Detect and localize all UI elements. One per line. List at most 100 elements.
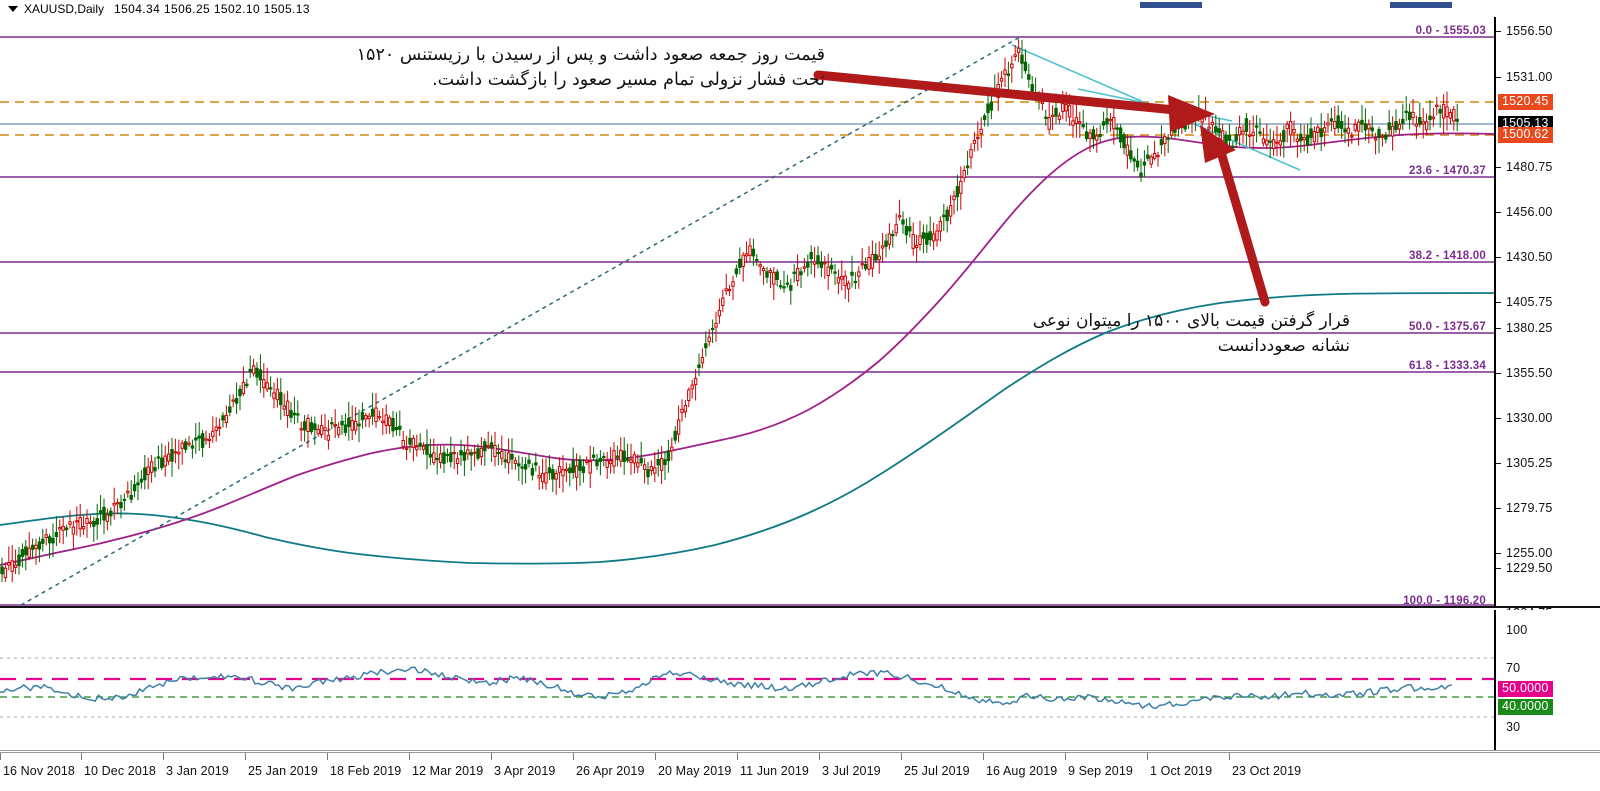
arrow-support xyxy=(1213,137,1270,307)
candle-bullish xyxy=(330,422,334,425)
candle-bearish xyxy=(608,460,613,465)
candle-bullish xyxy=(663,459,667,466)
price-axis-label-10: 1279.75 xyxy=(1506,501,1553,515)
candle-bearish xyxy=(1278,140,1283,146)
candle-bullish xyxy=(1360,119,1364,125)
arrow-support-head xyxy=(1200,125,1236,163)
candle-bullish xyxy=(391,418,395,432)
candle-bearish xyxy=(282,405,286,410)
time-axis-label-14: 1 Oct 2019 xyxy=(1150,764,1213,778)
candle-bearish xyxy=(1452,109,1456,122)
candle-bearish xyxy=(149,461,154,473)
caret-down-icon[interactable] xyxy=(8,5,18,12)
candle-bearish xyxy=(544,472,548,484)
candle-bearish xyxy=(931,233,936,242)
candle-bearish xyxy=(384,414,388,426)
fib-label-382: 38.2 - 1418.00 xyxy=(1409,250,1486,262)
candle-bearish xyxy=(1010,63,1014,69)
candle-bearish xyxy=(377,416,382,419)
candle-bullish xyxy=(1254,125,1259,128)
candle-bearish xyxy=(574,465,579,478)
time-axis-label-2: 3 Jan 2019 xyxy=(166,764,229,778)
price-axis-tick xyxy=(1496,328,1501,329)
symbol-bar[interactable]: XAUUSD,Daily 1504.34 1506.25 1502.10 150… xyxy=(0,0,1600,17)
candle-bullish xyxy=(47,536,52,544)
time-axis[interactable]: 16 Nov 2018 10 Dec 2018 3 Jan 2019 25 Jan 2… xyxy=(0,752,1600,791)
rsi-badge-1[interactable]: 40.0000 xyxy=(1498,699,1553,715)
price-badge-2[interactable]: 1500.62 xyxy=(1498,127,1553,143)
candle-bearish xyxy=(659,458,664,471)
candle-bullish xyxy=(503,459,507,463)
candle-bullish xyxy=(527,459,531,464)
rsi-badge-0[interactable]: 50.0000 xyxy=(1498,681,1553,697)
candle-bearish xyxy=(1441,104,1446,119)
candle-bullish xyxy=(785,282,790,285)
candle-bullish xyxy=(292,412,297,416)
candle-bullish xyxy=(510,454,514,460)
candle-bearish xyxy=(1061,103,1065,112)
candle-bullish xyxy=(445,453,450,457)
candle-bullish xyxy=(139,478,144,483)
fib-label-0: 0.0 - 1555.03 xyxy=(1415,25,1486,37)
rsi-indicator-pane[interactable]: RSI(14) 54.6719 xyxy=(0,610,1494,750)
candle-bullish xyxy=(517,463,521,467)
candle-bearish xyxy=(1431,116,1436,120)
rsi-line xyxy=(0,666,1452,710)
fib-label-618: 61.8 - 1333.34 xyxy=(1409,360,1486,372)
candle-bearish xyxy=(421,445,426,450)
candle-bearish xyxy=(3,567,8,579)
price-axis[interactable]: 1556.50 1531.00 1480.75 1456.00 1430.50 1405.… xyxy=(1494,17,1600,620)
candle-bullish xyxy=(666,450,671,462)
candle-bullish xyxy=(622,450,626,463)
candle-bearish xyxy=(432,452,436,464)
candle-bearish xyxy=(918,235,922,245)
price-badge-0[interactable]: 1520.45 xyxy=(1498,94,1553,110)
candle-bullish xyxy=(1282,130,1286,143)
candle-bearish xyxy=(214,426,218,431)
fib-label-236: 23.6 - 1470.37 xyxy=(1409,165,1486,177)
time-axis-label-15: 23 Oct 2019 xyxy=(1232,764,1302,778)
candle-bullish xyxy=(1305,135,1310,146)
rsi-axis[interactable]: 100 70 30 50.0000 40.0000 xyxy=(1494,610,1600,750)
candle-bearish xyxy=(387,417,392,426)
candle-bullish xyxy=(462,451,467,461)
candle-bearish xyxy=(44,534,48,538)
candle-bullish xyxy=(20,549,25,557)
candle-bearish xyxy=(187,442,191,445)
candle-bearish xyxy=(721,297,725,307)
candle-bearish xyxy=(768,270,773,273)
candle-bullish xyxy=(122,498,127,502)
candle-bullish xyxy=(908,226,912,232)
candle-bearish xyxy=(415,446,419,451)
candle-bearish xyxy=(1112,117,1116,130)
candle-bearish xyxy=(1316,126,1320,133)
candle-bearish xyxy=(1346,127,1351,134)
candle-bullish xyxy=(734,268,739,275)
time-axis-tick xyxy=(819,753,820,760)
candle-bearish xyxy=(1390,125,1395,137)
time-axis-tick xyxy=(327,753,328,760)
candle-bearish xyxy=(846,282,851,290)
candle-bearish xyxy=(1367,123,1371,130)
candle-bearish xyxy=(687,389,691,401)
candle-bullish xyxy=(309,422,314,433)
candle-bullish xyxy=(360,412,365,421)
candle-bullish xyxy=(571,460,575,473)
candle-bearish xyxy=(115,502,120,505)
candle-bullish xyxy=(697,364,701,368)
ma-fast-line xyxy=(0,132,1494,566)
candle-bearish xyxy=(979,128,983,135)
candle-bearish xyxy=(1040,101,1045,104)
time-axis-label-12: 16 Aug 2019 xyxy=(986,764,1058,778)
candle-bearish xyxy=(285,400,290,417)
candle-bullish xyxy=(874,253,878,261)
candle-bearish xyxy=(670,446,674,452)
price-chart-pane[interactable]: 0.0 - 1555.03 23.6 - 1470.37 38.2 - 1418… xyxy=(0,17,1494,607)
candle-bullish xyxy=(591,454,596,458)
candle-bullish xyxy=(183,441,188,450)
candle-bullish xyxy=(1217,128,1221,134)
candle-bullish xyxy=(1370,127,1374,132)
candle-bearish xyxy=(217,426,222,429)
time-axis-tick xyxy=(163,753,164,760)
